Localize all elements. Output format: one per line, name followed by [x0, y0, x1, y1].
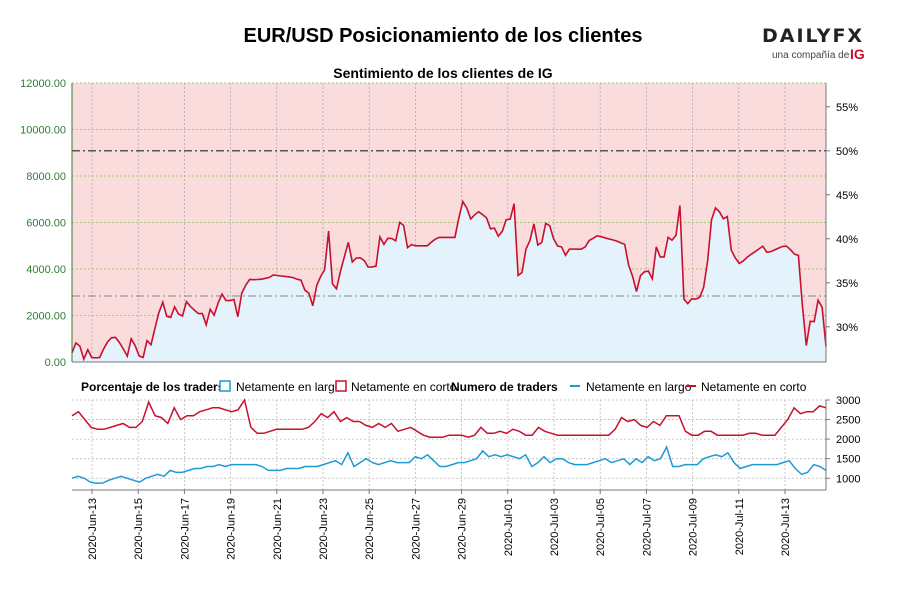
date-tick-label: 2020-Jul-03 — [549, 498, 561, 556]
brand-tagline: una compañía de — [772, 50, 850, 61]
legend-pct-title: Porcentaje de los traders — [81, 380, 225, 394]
price-axis-ticks: 0.00 2000.00 4000.00 6000.00 8000.00 10000.00… — [20, 78, 66, 369]
price-tick-label: 12000.00 — [20, 78, 66, 90]
traders-short-line — [71, 398, 827, 438]
brand-name: DAILYFX — [762, 25, 864, 47]
traders-tick-label: 2500 — [836, 415, 860, 427]
legend: Porcentaje de los traders Netamente en l… — [81, 380, 807, 394]
traders-panel: 1000 1500 2000 2500 3000 — [71, 395, 860, 491]
percent-tick-label: 40% — [836, 234, 858, 246]
traders-tick-label: 3000 — [836, 395, 860, 407]
date-tick-label: 2020-Jun-21 — [272, 498, 284, 560]
price-tick-label: 8000.00 — [26, 171, 66, 183]
percent-tick-label: 45% — [836, 190, 858, 202]
chart-subtitle: Sentimiento de los clientes de IG — [333, 65, 552, 81]
traders-long-line — [71, 445, 827, 485]
date-tick-label: 2020-Jul-09 — [688, 498, 700, 556]
price-tick-label: 4000.00 — [26, 264, 66, 276]
traders-axis-ticks: 1000 1500 2000 2500 3000 — [826, 395, 860, 485]
legend-short-box — [335, 380, 347, 392]
legend-traders-long: Netamente en largo — [586, 380, 692, 394]
date-tick-label: 2020-Jul-11 — [734, 498, 746, 555]
price-area-fill — [72, 201, 826, 362]
legend-pct-long: Netamente en largo — [236, 380, 342, 394]
date-tick-label: 2020-Jul-13 — [780, 498, 792, 556]
date-tick-label: 2020-Jun-25 — [364, 498, 376, 560]
legend-long-box — [219, 380, 231, 392]
brand-ig: IG — [850, 46, 865, 62]
percent-tick-label: 30% — [836, 322, 858, 334]
date-tick-label: 2020-Jun-19 — [226, 498, 238, 560]
date-tick-label: 2020-Jun-17 — [179, 498, 191, 560]
date-tick-label: 2020-Jul-07 — [641, 498, 653, 556]
price-line — [71, 199, 827, 362]
price-tick-label: 0.00 — [45, 357, 66, 369]
date-tick-label: 2020-Jun-29 — [457, 498, 469, 560]
percent-tick-label: 55% — [836, 102, 858, 114]
legend-pct-short: Netamente en corto — [351, 380, 457, 394]
legend-traders-short: Netamente en corto — [701, 380, 807, 394]
dailyfx-logo: DAILYFX una compañía de IG — [762, 25, 865, 62]
date-tick-label: 2020-Jun-13 — [87, 498, 99, 560]
date-tick-label: 2020-Jul-01 — [503, 498, 515, 556]
date-tick-label: 2020-Jun-15 — [133, 498, 145, 560]
bottom-grid — [72, 399, 826, 491]
chart-title: EUR/USD Posicionamiento de los clientes — [244, 25, 643, 47]
sentiment-panel: 0.00 2000.00 4000.00 6000.00 8000.00 10000.00… — [20, 78, 858, 369]
price-tick-label: 10000.00 — [20, 125, 66, 137]
legend-traders-title: Numero de traders — [451, 380, 558, 394]
date-tick-label: 2020-Jul-05 — [595, 498, 607, 556]
percent-axis-ticks: 30% 35% 40% 45% 50% 55% — [826, 102, 858, 334]
price-tick-label: 2000.00 — [26, 311, 66, 323]
percent-tick-label: 35% — [836, 278, 858, 290]
date-tick-label: 2020-Jun-27 — [410, 498, 422, 560]
date-tick-label: 2020-Jun-23 — [318, 498, 330, 560]
traders-tick-label: 2000 — [836, 434, 860, 446]
price-tick-label: 6000.00 — [26, 218, 66, 230]
percent-tick-label: 50% — [836, 146, 858, 158]
date-axis-labels: 2020-Jun-13 2020-Jun-15 2020-Jun-17 2020-Ju… — [87, 490, 792, 560]
traders-tick-label: 1000 — [836, 473, 860, 485]
traders-tick-label: 1500 — [836, 454, 860, 466]
